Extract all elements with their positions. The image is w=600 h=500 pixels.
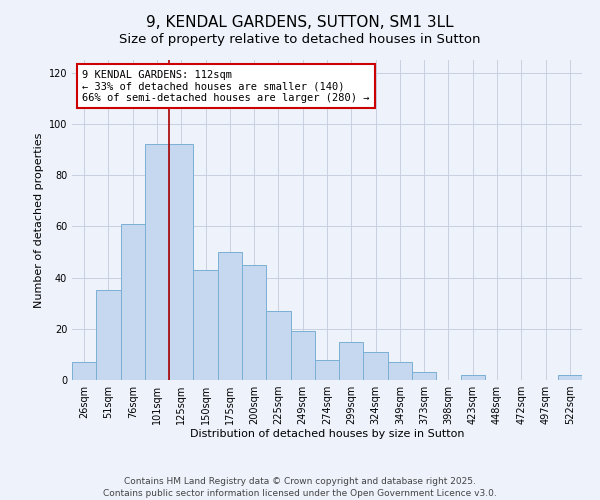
Text: 9 KENDAL GARDENS: 112sqm
← 33% of detached houses are smaller (140)
66% of semi-: 9 KENDAL GARDENS: 112sqm ← 33% of detach… (82, 70, 370, 103)
X-axis label: Distribution of detached houses by size in Sutton: Distribution of detached houses by size … (190, 428, 464, 438)
Bar (558, 375, 582, 380)
Bar (96, 290, 121, 380)
Bar (121, 224, 145, 380)
Text: Size of property relative to detached houses in Sutton: Size of property relative to detached ho… (119, 32, 481, 46)
Bar (290, 332, 315, 380)
Text: Contains HM Land Registry data © Crown copyright and database right 2025.
Contai: Contains HM Land Registry data © Crown c… (103, 476, 497, 498)
Bar (266, 311, 290, 380)
Bar (364, 352, 388, 380)
Bar (169, 144, 193, 380)
Bar (388, 362, 412, 380)
Text: 9, KENDAL GARDENS, SUTTON, SM1 3LL: 9, KENDAL GARDENS, SUTTON, SM1 3LL (146, 15, 454, 30)
Bar (72, 362, 96, 380)
Y-axis label: Number of detached properties: Number of detached properties (34, 132, 44, 308)
Bar (218, 252, 242, 380)
Bar (145, 144, 169, 380)
Bar (461, 375, 485, 380)
Bar (242, 265, 266, 380)
Bar (412, 372, 436, 380)
Bar (315, 360, 339, 380)
Bar (193, 270, 218, 380)
Bar (339, 342, 364, 380)
